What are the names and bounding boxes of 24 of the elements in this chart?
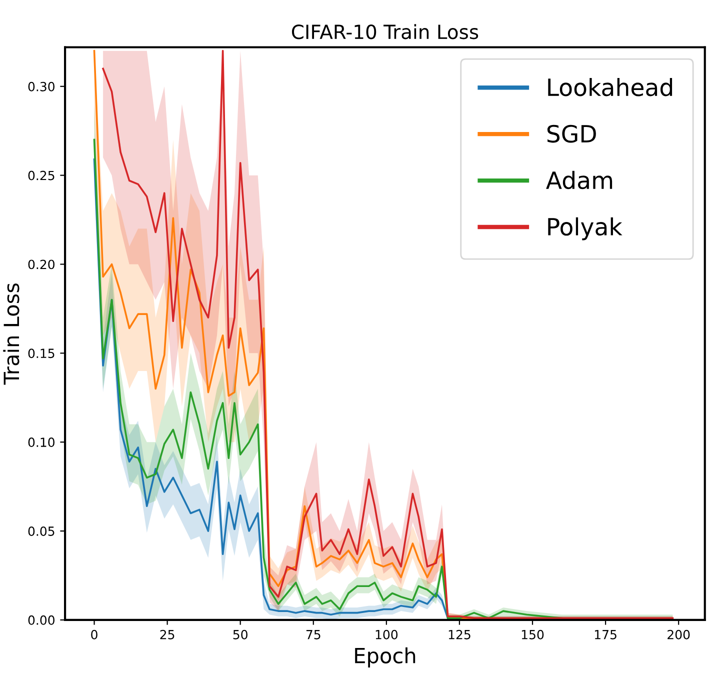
x-tick-label: 125 xyxy=(448,630,470,640)
y-tick-label: 0.20 xyxy=(28,260,54,270)
x-axis-title: Epoch xyxy=(355,647,416,668)
y-tick-label: 0.05 xyxy=(28,526,54,536)
x-tick-label: 75 xyxy=(306,630,320,640)
line-series xyxy=(93,158,449,620)
x-tick-label: 150 xyxy=(522,630,544,640)
x-tick-label: 25 xyxy=(160,630,174,640)
x-tick-label: 50 xyxy=(233,630,248,640)
x-tick-label: 100 xyxy=(376,630,398,640)
y-axis-title: Train Loss xyxy=(3,283,20,385)
y-tick-label: 0.10 xyxy=(28,438,54,448)
x-tick-label: 200 xyxy=(668,630,690,640)
y-tick-label: 0.15 xyxy=(28,348,54,358)
x-tick-label: 175 xyxy=(594,630,616,640)
legend-label: Adam xyxy=(546,170,612,190)
chart-title: CIFAR-10 Train Loss xyxy=(292,24,478,40)
x-tick-label: 0 xyxy=(91,630,98,640)
y-tick-label: 0.00 xyxy=(28,615,54,625)
y-tick-label: 0.30 xyxy=(28,82,54,92)
y-tick-label: 0.25 xyxy=(28,170,54,180)
legend-label: SGD xyxy=(547,124,596,143)
legend-label: Lookahead xyxy=(548,78,672,96)
legend-label: Polyak xyxy=(548,217,622,240)
